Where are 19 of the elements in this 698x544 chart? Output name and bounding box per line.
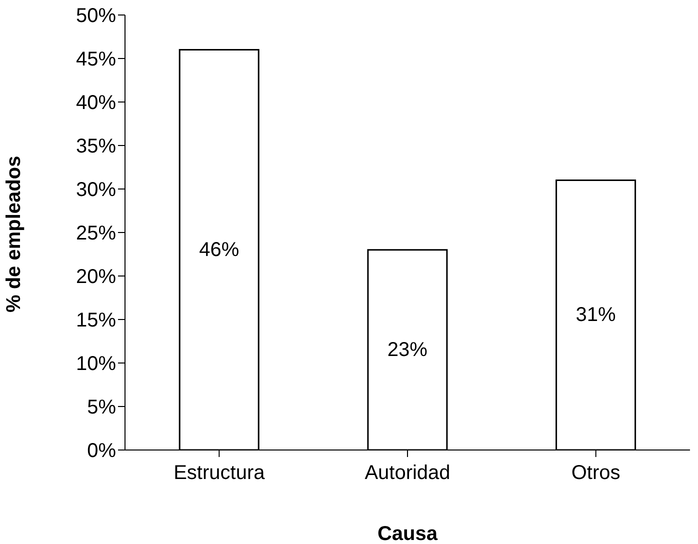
y-tick-label: 10% — [76, 353, 116, 376]
data-label: 46% — [199, 238, 240, 261]
y-tick-label: 50% — [76, 5, 116, 28]
y-tick-label: 0% — [87, 440, 116, 462]
y-tick-label: 40% — [76, 92, 116, 114]
y-tick-label: 35% — [76, 136, 116, 158]
data-label: 31% — [576, 304, 616, 326]
y-tick-label: 20% — [76, 266, 116, 288]
y-tick-label: 5% — [87, 396, 116, 419]
y-tick-label: 45% — [76, 48, 116, 71]
x-axis-title: Causa — [377, 523, 438, 544]
x-tick-label: Otros — [571, 462, 620, 484]
y-tick-label: 30% — [76, 179, 116, 202]
y-axis-title: % de empleados — [3, 156, 26, 312]
x-tick-label: Autoridad — [364, 462, 450, 484]
y-tick-label: 15% — [76, 310, 116, 332]
x-tick-label: Estructura — [174, 462, 266, 484]
y-tick-label: 25% — [76, 222, 116, 245]
data-label: 23% — [387, 338, 428, 361]
